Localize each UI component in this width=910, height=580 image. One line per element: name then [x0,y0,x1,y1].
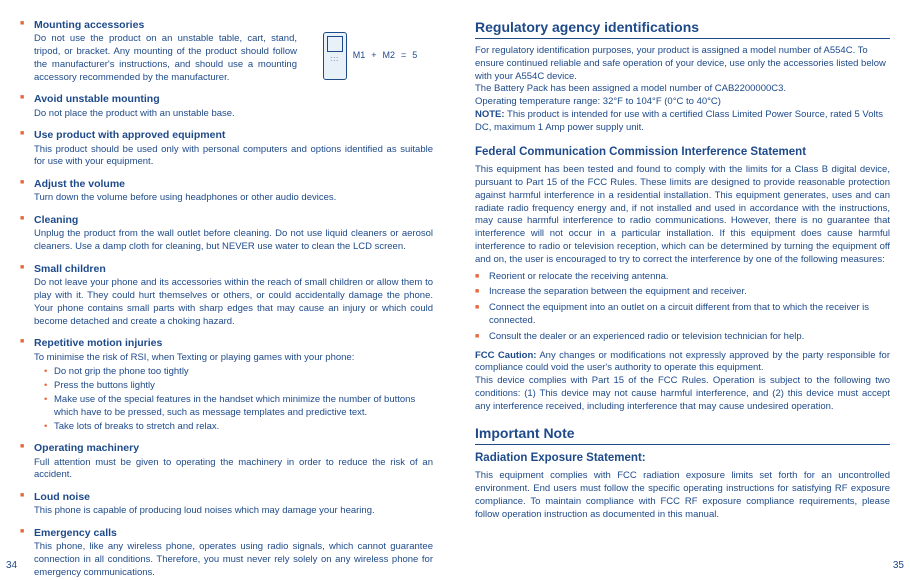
section-title: Repetitive motion injuries [34,336,435,350]
section: Small childrenDo not leave your phone an… [20,262,435,328]
note-label: NOTE: [475,109,505,120]
sub-item: Make use of the special features in the … [44,394,435,420]
section-title: Loud noise [34,490,435,504]
section-title: Mounting accessories [34,18,435,32]
section-title: Small children [34,262,435,276]
fcc-caution-body: Any changes or modifications not express… [475,350,890,374]
measure-text: Connect the equipment into an outlet on … [489,302,890,328]
measure-item: Consult the dealer or an experienced rad… [475,331,890,344]
regulatory-heading: Regulatory agency identifications [475,18,890,39]
section-body: To minimise the risk of RSI, when Textin… [34,352,435,365]
fcc-part15: This device complies with Part 15 of the… [475,375,890,413]
section-title: Operating machinery [34,441,435,455]
sub-item: Do not grip the phone too tightly [44,366,435,379]
section-body: This phone, like any wireless phone, ope… [34,541,435,579]
important-note-heading: Important Note [475,424,890,445]
sub-list: Do not grip the phone too tightlyPress t… [44,366,435,433]
note-body: This product is intended for use with a … [475,109,883,133]
page-number: 34 [6,559,17,573]
fcc-heading: Federal Communication Commission Interfe… [475,145,890,161]
section-body: Do not place the product with an unstabl… [34,108,435,121]
section: Use product with approved equipment This … [20,128,435,169]
section-body: Full attention must be given to operatin… [34,457,435,483]
section: Emergency callsThis phone, like any wire… [20,526,435,580]
section-title: Avoid unstable mounting [34,92,435,106]
section-title: Use product with approved equipment [34,128,435,142]
section: CleaningUnplug the product from the wall… [20,213,435,254]
measure-text: Reorient or relocate the receiving anten… [489,271,890,284]
section-title: Emergency calls [34,526,435,540]
radiation-body: This equipment complies with FCC radiati… [475,470,890,521]
section-body: Do not leave your phone and its accessor… [34,277,435,328]
measure-text: Increase the separation between the equi… [489,286,890,299]
section-body: This phone is capable of producing loud … [34,505,435,518]
section-title: Cleaning [34,213,435,227]
section: Avoid unstable mounting Do not place the … [20,92,435,120]
reg-p1: For regulatory identification purposes, … [475,45,890,83]
page-number: 35 [893,559,904,573]
page-left: M1 + M2 = 5 Mounting accessoriesDo not u… [0,0,455,580]
section-body: Unplug the product from the wall outlet … [34,228,435,254]
measure-item: Reorient or relocate the receiving anten… [475,271,890,284]
section: Adjust the volumeTurn down the volume be… [20,177,435,205]
section-body: Do not use the product on an unstable ta… [34,33,435,84]
fcc-body: This equipment has been tested and found… [475,164,890,267]
reg-note: NOTE: This product is intended for use w… [475,109,890,135]
measure-text: Consult the dealer or an experienced rad… [489,331,890,344]
section: Operating machinery Full attention must b… [20,441,435,482]
fcc-caution-label: FCC Caution: [475,350,536,361]
page-right: Regulatory agency identifications For re… [455,0,910,580]
radiation-heading: Radiation Exposure Statement: [475,451,890,467]
measures-list: Reorient or relocate the receiving anten… [475,271,890,344]
reg-p2: The Battery Pack has been assigned a mod… [475,83,890,96]
section: Repetitive motion injuries To minimise th… [20,336,435,433]
sub-item: Take lots of breaks to stretch and relax… [44,421,435,434]
reg-p3: Operating temperature range: 32°F to 104… [475,96,890,109]
section: Loud noiseThis phone is capable of produ… [20,490,435,518]
measure-item: Increase the separation between the equi… [475,286,890,299]
measure-item: Connect the equipment into an outlet on … [475,302,890,328]
sub-item: Press the buttons lightly [44,380,435,393]
section-body: Turn down the volume before using headph… [34,192,435,205]
section-title: Adjust the volume [34,177,435,191]
fcc-caution: FCC Caution: Any changes or modification… [475,350,890,376]
section-body: This product should be used only with pe… [34,144,435,170]
section: Mounting accessoriesDo not use the produ… [20,18,435,84]
